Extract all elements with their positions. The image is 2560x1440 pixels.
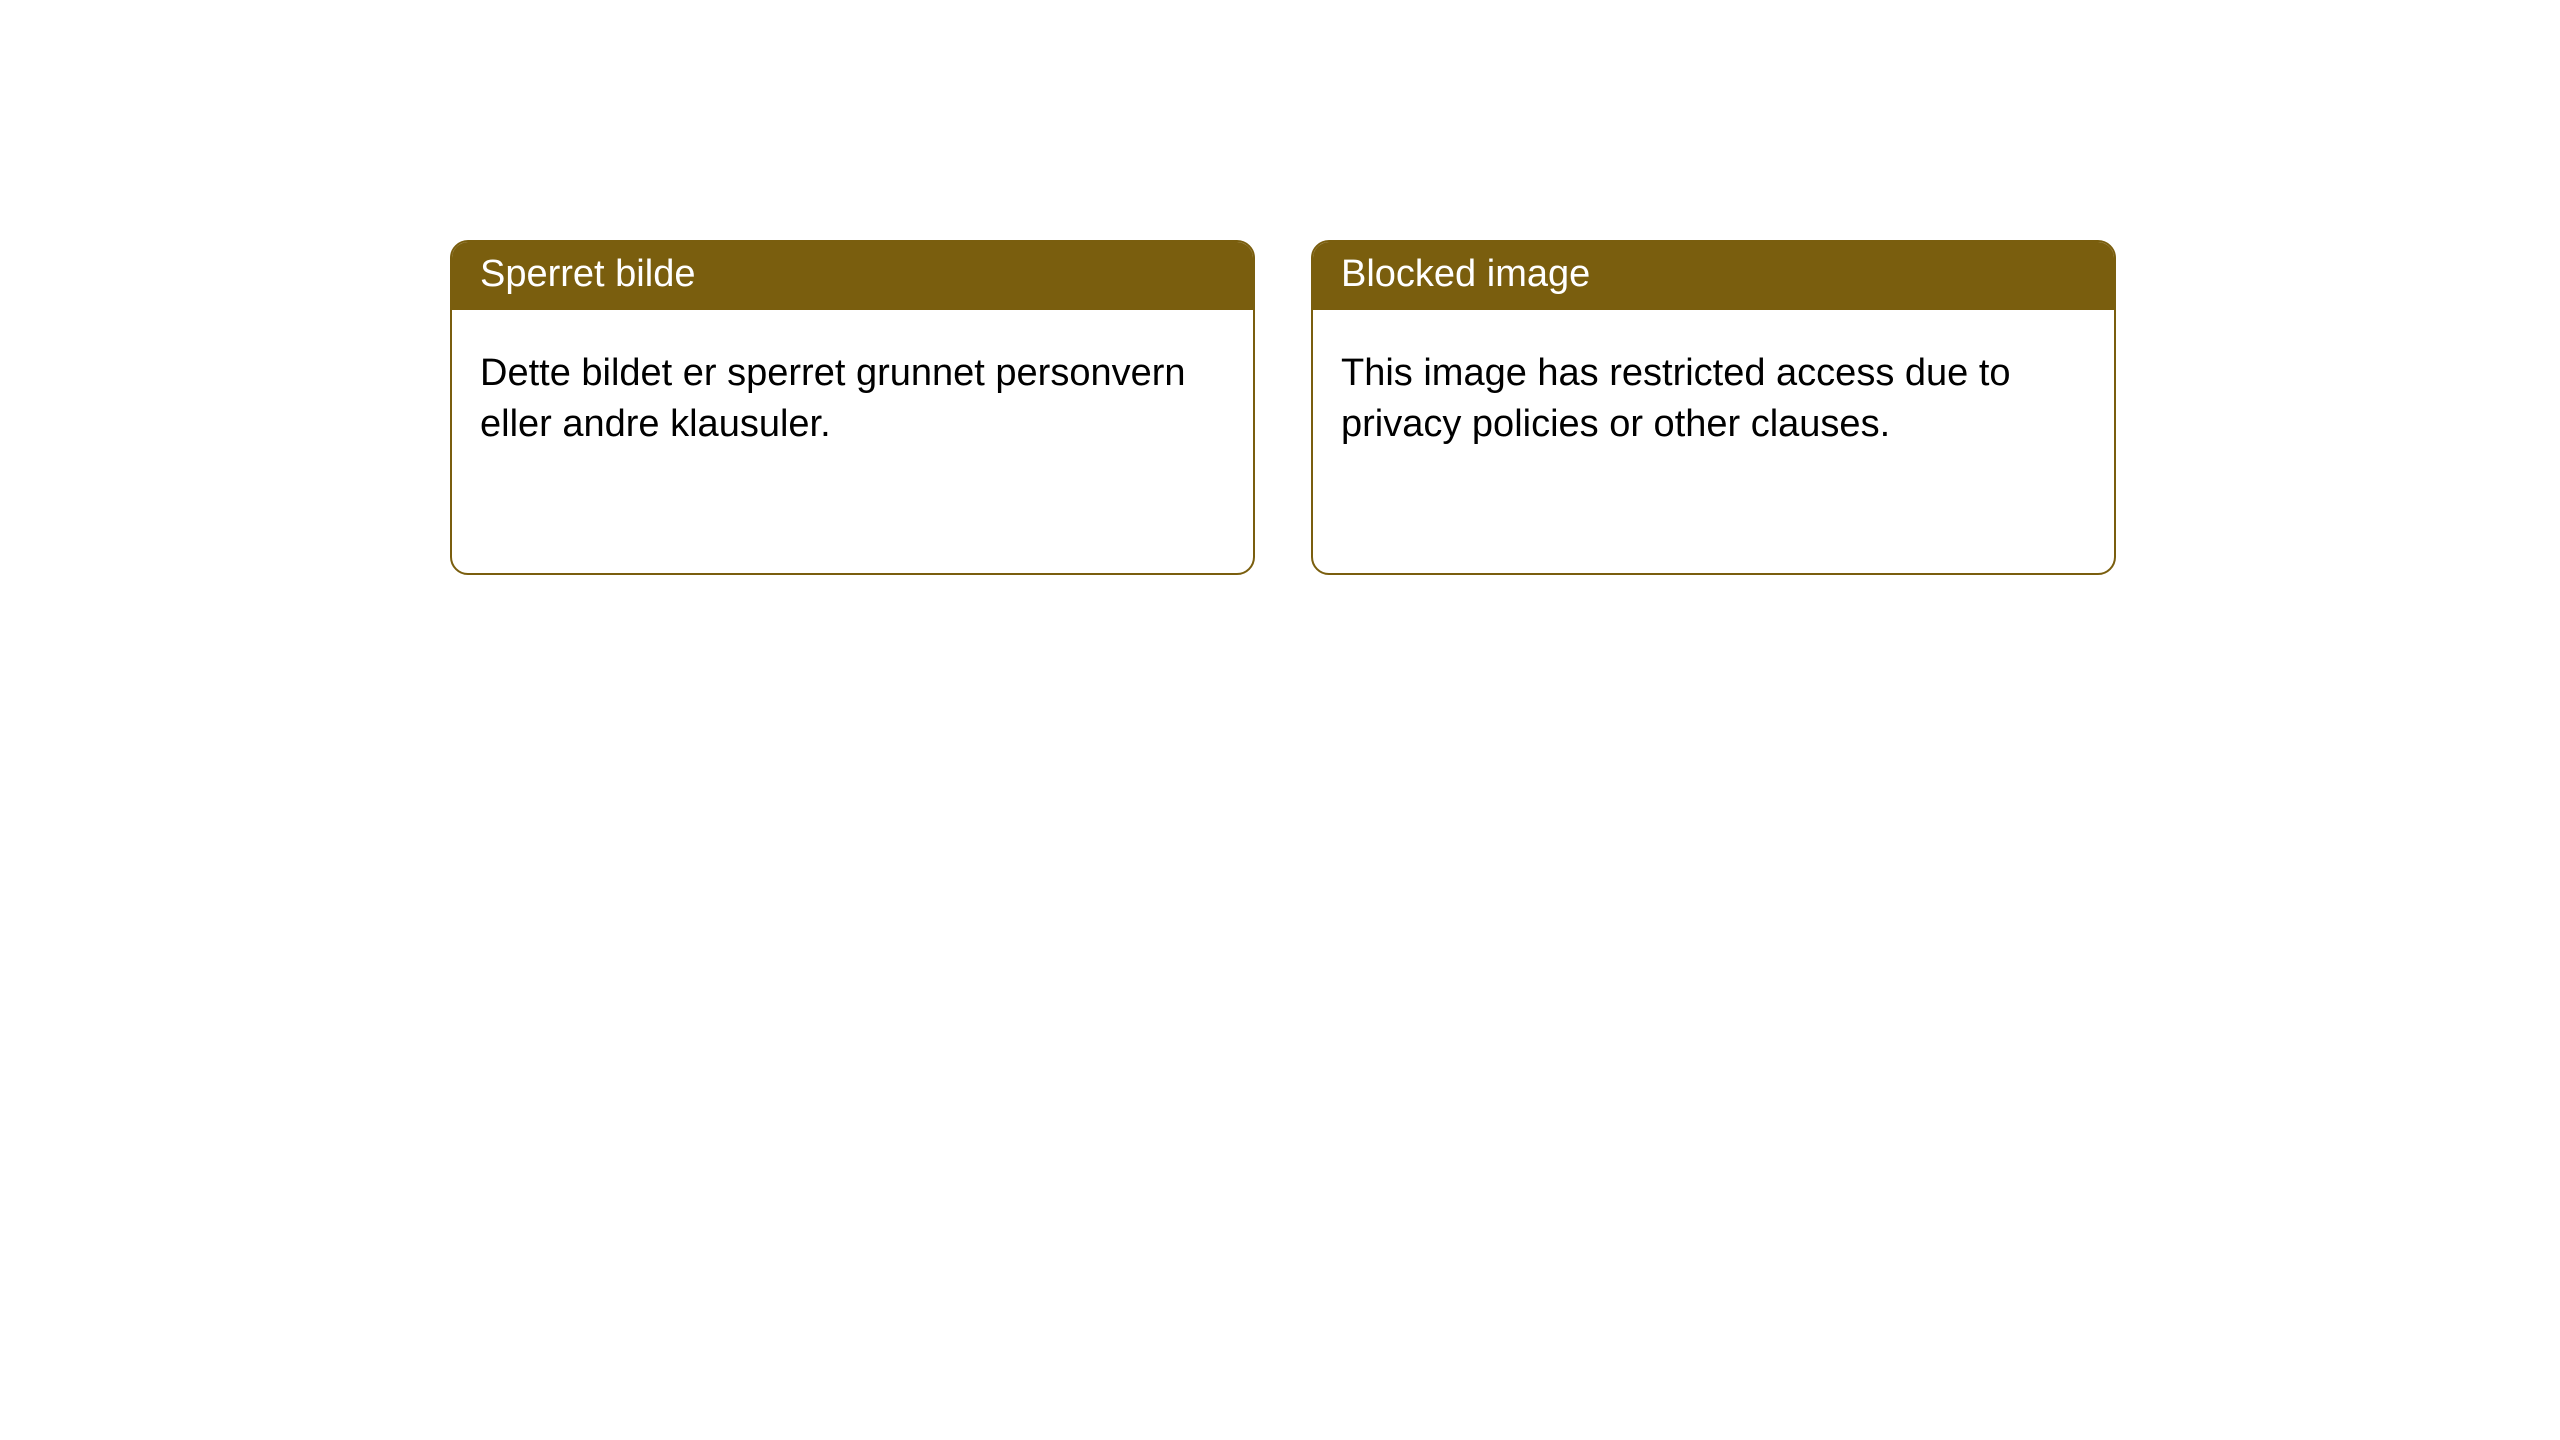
notice-container: Sperret bilde Dette bildet er sperret gr… [0, 0, 2560, 575]
notice-body-norwegian: Dette bildet er sperret grunnet personve… [452, 310, 1253, 489]
notice-card-norwegian: Sperret bilde Dette bildet er sperret gr… [450, 240, 1255, 575]
notice-card-english: Blocked image This image has restricted … [1311, 240, 2116, 575]
notice-header-norwegian: Sperret bilde [452, 242, 1253, 310]
notice-header-english: Blocked image [1313, 242, 2114, 310]
notice-body-english: This image has restricted access due to … [1313, 310, 2114, 489]
